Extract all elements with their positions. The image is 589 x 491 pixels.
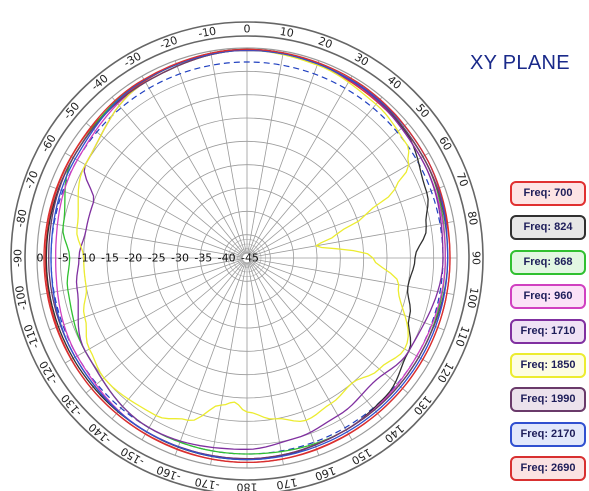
grid-spoke: [49, 185, 243, 257]
radial-tick-label: -15: [101, 252, 119, 265]
grid-spoke: [85, 260, 244, 394]
grid-spoke: [250, 260, 409, 394]
grid-spoke: [247, 51, 284, 254]
angle-tick-label: -60: [39, 132, 59, 154]
radial-tick-label: -20: [124, 252, 142, 265]
grid-spoke: [111, 96, 245, 255]
grid-spoke: [251, 258, 454, 295]
grid-spoke: [40, 221, 243, 258]
legend-item-freq-868: Freq: 868: [510, 249, 586, 275]
radial-tick-label: -10: [78, 252, 96, 265]
angle-tick-label: 100: [464, 286, 480, 309]
legend-item-freq-960: Freq: 960: [510, 284, 586, 310]
grid-spoke: [64, 259, 244, 364]
grid-spoke: [249, 96, 383, 255]
grid-spoke: [141, 75, 246, 255]
frequency-legend: Freq: 700 Freq: 824 Freq: 868 Freq: 960 …: [510, 181, 586, 491]
grid-spoke: [111, 261, 245, 420]
angle-tick-label: 20: [317, 34, 335, 51]
legend-item-freq-824: Freq: 824: [510, 215, 586, 241]
grid-spoke: [250, 152, 430, 257]
angle-tick-label: 110: [452, 324, 471, 348]
radial-tick-label: -25: [148, 252, 166, 265]
angle-tick-label: -170: [194, 475, 221, 491]
label-ring: [24, 35, 470, 481]
series-line-9: [43, 48, 451, 464]
grid-spoke: [251, 259, 445, 331]
angle-tick-label: 10: [279, 25, 295, 40]
grid-spoke: [250, 259, 430, 364]
angle-tick-label: -100: [13, 284, 30, 311]
legend-item-freq-2170: Freq: 2170: [510, 421, 586, 447]
angle-tick-label: 90: [470, 251, 483, 265]
polar-grid: [36, 47, 458, 469]
grid-spoke: [248, 60, 320, 254]
grid-spoke: [85, 122, 244, 256]
grid-spoke: [249, 261, 383, 420]
radial-labels: 0 -5 -10 -15 -20 -25 -30 -35 -40 -45: [37, 252, 259, 265]
angle-tick-label: 140: [382, 422, 406, 445]
grid-spoke: [250, 122, 409, 256]
radial-tick-label: -35: [194, 252, 212, 265]
outer-ring: [10, 21, 484, 491]
series-group: [43, 48, 451, 464]
angle-tick-label: 50: [413, 101, 432, 120]
grid-spoke: [210, 262, 247, 465]
series-line-6: [76, 49, 410, 423]
grid-spoke: [40, 258, 243, 295]
grid-spoke: [251, 185, 445, 257]
angle-tick-label: -40: [89, 72, 111, 94]
radial-tick-label: -40: [218, 252, 236, 265]
angle-tick-label: 40: [385, 73, 404, 92]
radial-tick-label: -45: [241, 252, 259, 265]
angle-tick-label: 0: [244, 23, 251, 36]
grid-spoke: [251, 221, 454, 258]
angle-tick-label: 70: [454, 171, 471, 189]
grid-spoke: [210, 51, 247, 254]
grid-spoke: [248, 261, 353, 441]
legend-item-freq-1990: Freq: 1990: [510, 387, 586, 413]
grid-spoke: [174, 262, 246, 456]
angle-tick-label: -10: [197, 25, 217, 41]
angle-tick-label: 30: [352, 51, 371, 69]
angle-tick-label: -20: [158, 34, 179, 52]
legend-item-freq-1850: Freq: 1850: [510, 352, 586, 378]
angle-tick-label: -90: [12, 249, 25, 267]
legend-item-freq-700: Freq: 700: [510, 181, 586, 206]
angle-tick-label: -70: [23, 169, 41, 190]
radial-tick-label: -30: [171, 252, 189, 265]
angle-tick-label: 170: [275, 475, 298, 491]
series-line-7: [48, 49, 449, 460]
grid-spoke: [174, 60, 246, 254]
grid-spoke: [248, 262, 320, 456]
grid-spoke: [141, 261, 246, 441]
grid-spoke: [49, 259, 243, 331]
plane-title: XY PLANE: [470, 52, 570, 74]
angle-tick-label: 160: [313, 464, 337, 483]
angle-tick-label: -50: [61, 100, 83, 122]
grid-spoke: [64, 152, 244, 257]
radial-tick-label: 0: [37, 252, 44, 265]
grid-spoke: [247, 262, 284, 465]
angle-tick-label: 60: [436, 134, 454, 153]
legend-item-freq-1710: Freq: 1710: [510, 318, 586, 344]
angle-tick-label: 180: [237, 481, 258, 491]
angle-tick-label: 80: [465, 210, 480, 226]
radial-tick-label: -5: [58, 252, 69, 265]
legend-item-freq-2690: Freq: 2690: [510, 456, 586, 482]
angle-tick-label: -80: [14, 208, 30, 228]
angle-tick-label: -30: [121, 50, 143, 70]
angle-tick-label: 130: [411, 393, 434, 417]
grid-spoke: [248, 75, 353, 255]
